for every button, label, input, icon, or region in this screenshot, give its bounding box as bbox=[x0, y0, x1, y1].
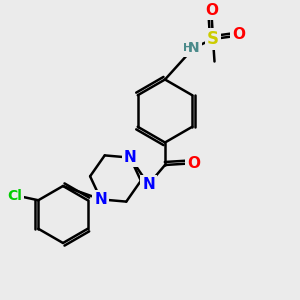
Text: Cl: Cl bbox=[7, 189, 22, 203]
Text: N: N bbox=[94, 192, 107, 207]
Text: O: O bbox=[187, 156, 200, 171]
Text: S: S bbox=[207, 30, 219, 48]
Text: N: N bbox=[142, 177, 155, 192]
Text: N: N bbox=[188, 41, 199, 55]
Text: N: N bbox=[189, 39, 201, 52]
Text: H: H bbox=[184, 43, 193, 53]
Text: O: O bbox=[205, 3, 218, 18]
Text: H: H bbox=[185, 41, 196, 55]
Text: N: N bbox=[124, 150, 136, 165]
Text: O: O bbox=[232, 27, 245, 42]
